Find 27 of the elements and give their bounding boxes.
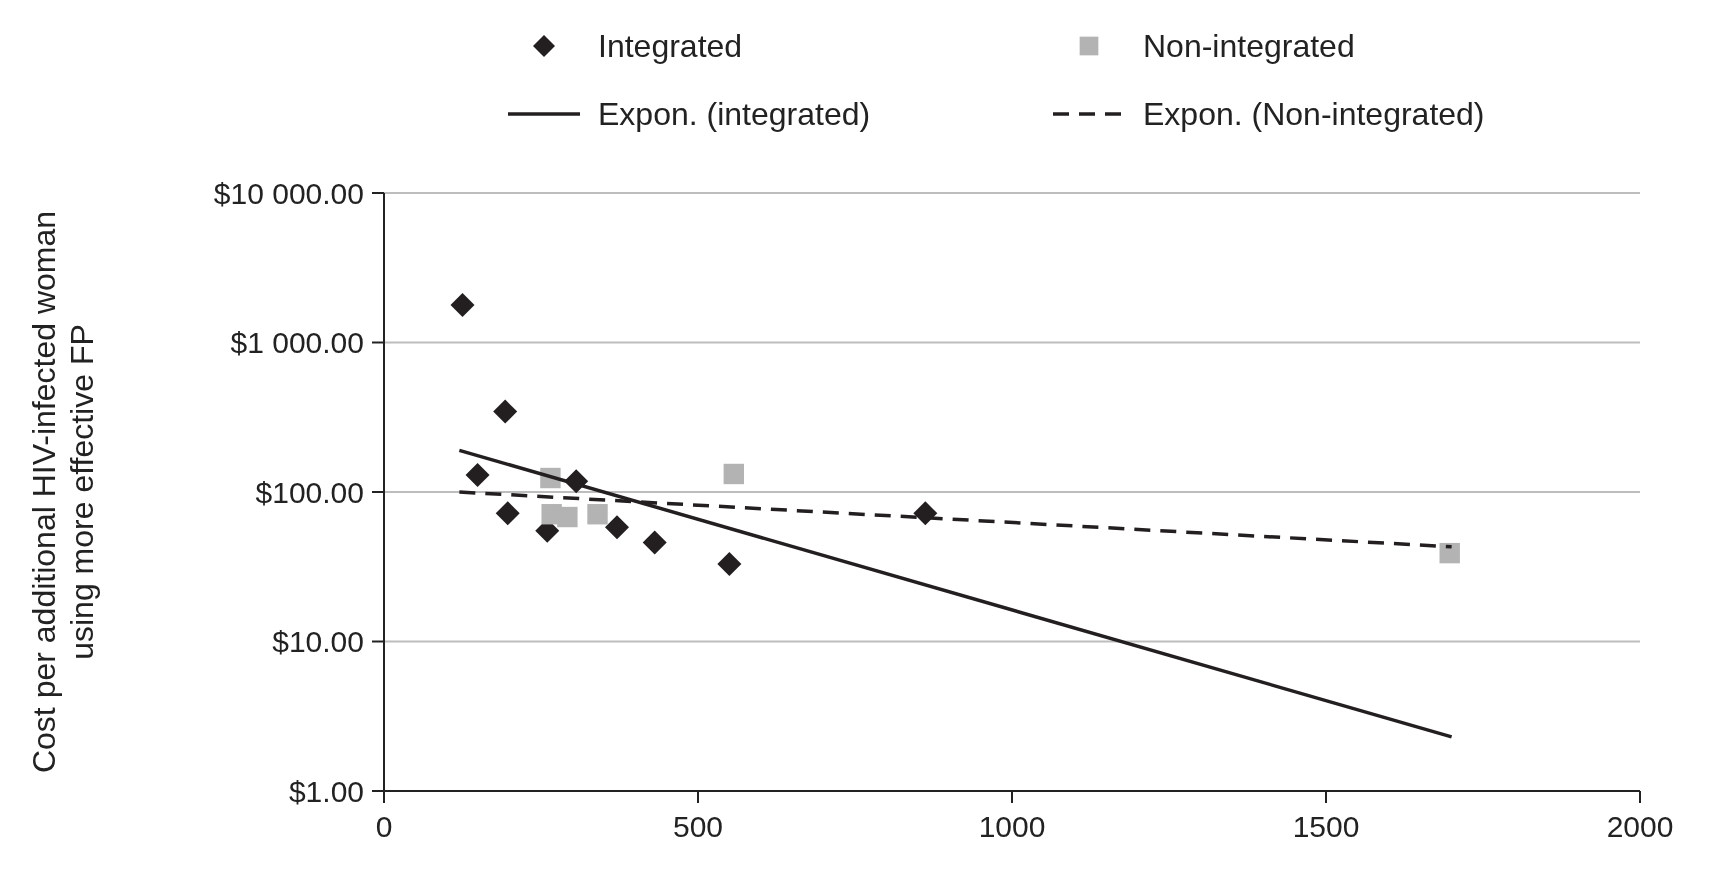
- point: [450, 293, 475, 318]
- y-tick-label: $100.00: [255, 475, 364, 509]
- point: [604, 515, 629, 540]
- x-tick-label: 1000: [978, 810, 1046, 843]
- y-tick-label: $10 000.00: [213, 176, 364, 210]
- point: [1439, 542, 1460, 564]
- legend-label: Non-integrated: [1143, 28, 1355, 65]
- point: [495, 501, 520, 526]
- point: [717, 551, 742, 576]
- x-tick-label: 0: [375, 810, 393, 843]
- point: [642, 530, 667, 555]
- point: [913, 501, 938, 526]
- point: [557, 506, 578, 528]
- y-tick-label: $10.00: [272, 625, 364, 658]
- y-tick-label: $1 000.00: [230, 326, 364, 359]
- x-tick-label: 500: [672, 810, 724, 843]
- legend-label: Expon. (integrated): [598, 96, 871, 133]
- x-tick-label: 1500: [1292, 810, 1360, 843]
- point: [723, 463, 744, 485]
- x-tick-label: 2000: [1606, 810, 1674, 843]
- point: [465, 462, 490, 487]
- y-tick-label: $1.00: [288, 774, 364, 808]
- legend-label: Expon. (Non-integrated): [1143, 96, 1485, 133]
- point: [587, 504, 608, 525]
- y-axis-title: Cost per additional HIV-infected woman using more effective FP: [26, 210, 101, 774]
- legend-label: Integrated: [598, 28, 743, 65]
- point: [493, 399, 518, 424]
